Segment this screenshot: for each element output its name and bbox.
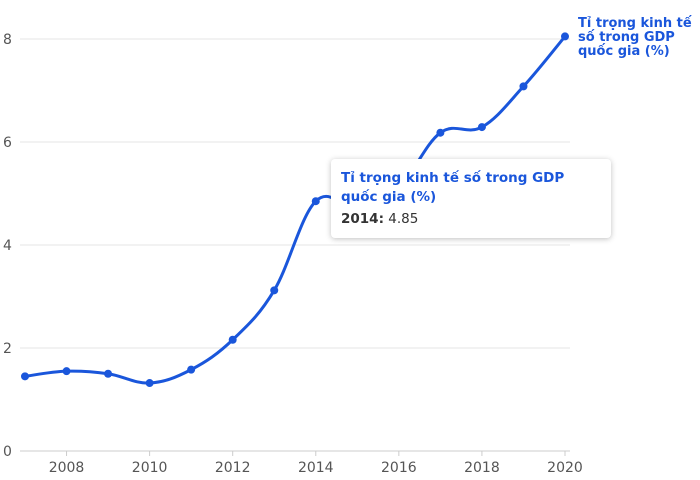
data-point[interactable] — [519, 82, 528, 91]
data-point[interactable] — [436, 128, 445, 137]
series-end-label-line: quốc gia (%) — [578, 44, 670, 59]
data-point[interactable] — [145, 379, 154, 388]
series-end-label-line: Tỉ trọng kinh tế — [578, 16, 692, 31]
x-tick-label: 2010 — [132, 460, 168, 476]
data-point[interactable] — [21, 372, 29, 381]
tooltip-value: 4.85 — [388, 211, 419, 227]
tooltip-label: 2014: — [341, 211, 384, 227]
x-tick-label: 2018 — [464, 460, 500, 476]
y-tick-label: 0 — [3, 444, 12, 460]
x-tick-label: 2014 — [298, 460, 334, 476]
x-tick-labels: 2008 2010 2012 2014 2016 2018 2020 — [49, 460, 583, 476]
data-point[interactable] — [270, 286, 279, 295]
y-tick-labels: 0 2 4 6 8 — [3, 32, 12, 460]
series-end-label-line: số trong GDP — [578, 30, 675, 45]
x-tick-label: 2008 — [49, 460, 85, 476]
tooltip: Tỉ trọng kinh tế số trong GDP quốc gia (… — [331, 159, 611, 238]
grid-lines — [20, 38, 570, 349]
data-point[interactable] — [62, 367, 71, 376]
data-point[interactable] — [228, 335, 237, 344]
axis-lines — [20, 450, 570, 456]
series-labels: Tỉ trọng kinh tế số trong GDP quốc gia (%) — [578, 16, 692, 59]
y-tick-label: 6 — [3, 135, 12, 151]
data-point[interactable] — [187, 365, 196, 374]
series-end-label: Tỉ trọng kinh tế số trong GDP quốc gia (%) — [578, 16, 692, 59]
data-point[interactable] — [477, 123, 486, 132]
x-tick-label: 2016 — [381, 460, 417, 476]
y-tick-label: 8 — [3, 32, 12, 48]
x-tick-label: 2012 — [215, 460, 251, 476]
tooltip-title: Tỉ trọng kinh tế số trong GDP quốc gia (… — [341, 170, 565, 205]
tooltip-row: 2014: 4.85 — [341, 209, 601, 229]
data-point[interactable] — [561, 32, 569, 41]
y-tick-label: 4 — [3, 238, 12, 254]
data-point[interactable] — [311, 197, 320, 206]
y-tick-label: 2 — [3, 341, 12, 357]
x-tick-label: 2020 — [547, 460, 583, 476]
data-point[interactable] — [104, 369, 113, 378]
